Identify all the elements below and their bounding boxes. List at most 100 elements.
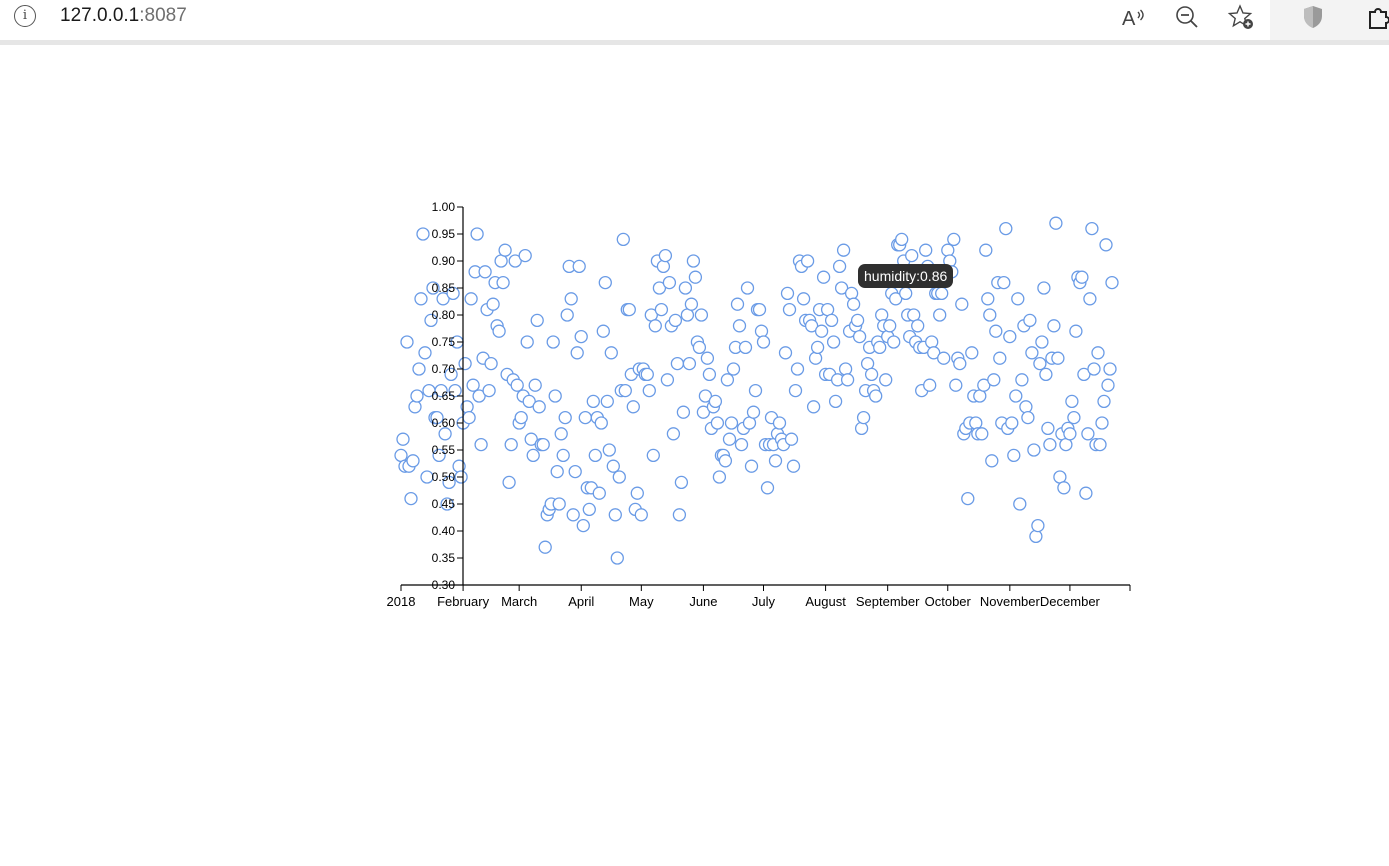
data-point[interactable] (1099, 238, 1113, 252)
data-point[interactable] (983, 308, 997, 322)
data-point[interactable] (1077, 367, 1091, 382)
data-point[interactable] (400, 335, 414, 349)
data-point[interactable] (788, 383, 803, 398)
data-point[interactable] (1005, 416, 1019, 430)
zoom-out-icon[interactable] (1173, 3, 1201, 31)
data-point[interactable] (666, 427, 681, 441)
data-point[interactable] (1103, 362, 1117, 376)
data-point[interactable] (975, 427, 989, 441)
data-point[interactable] (602, 443, 616, 457)
data-point[interactable] (923, 378, 937, 392)
data-point[interactable] (674, 475, 689, 490)
data-point[interactable] (622, 302, 636, 317)
data-point[interactable] (610, 551, 624, 565)
data-point[interactable] (1039, 367, 1053, 382)
data-point[interactable] (1011, 292, 1025, 306)
data-point[interactable] (899, 286, 913, 301)
data-point[interactable] (981, 292, 995, 306)
data-point[interactable] (582, 502, 596, 517)
data-point[interactable] (406, 454, 420, 468)
data-point[interactable] (840, 373, 855, 387)
data-point[interactable] (574, 329, 588, 344)
data-point[interactable] (826, 335, 841, 349)
data-point[interactable] (692, 340, 707, 355)
data-point[interactable] (426, 281, 440, 295)
data-point[interactable] (430, 410, 444, 425)
data-point[interactable] (838, 362, 853, 376)
data-point[interactable] (979, 243, 993, 257)
data-point[interactable] (1085, 221, 1099, 236)
data-point[interactable] (684, 297, 699, 311)
data-point[interactable] (498, 243, 512, 257)
data-point[interactable] (1007, 448, 1021, 463)
data-point[interactable] (834, 281, 849, 295)
data-point[interactable] (416, 227, 430, 241)
data-point[interactable] (969, 416, 983, 430)
data-point[interactable] (746, 405, 761, 419)
data-point[interactable] (688, 270, 703, 284)
data-point[interactable] (446, 286, 460, 301)
data-point[interactable] (630, 486, 644, 500)
data-point[interactable] (568, 464, 582, 479)
data-point[interactable] (592, 486, 606, 500)
data-point[interactable] (420, 470, 434, 484)
data-point[interactable] (850, 313, 865, 328)
data-point[interactable] (640, 367, 654, 382)
data-point[interactable] (648, 319, 662, 333)
data-point[interactable] (1029, 529, 1043, 544)
data-point[interactable] (658, 248, 673, 263)
data-point[interactable] (434, 383, 448, 398)
data-point[interactable] (634, 508, 648, 522)
data-point[interactable] (740, 281, 755, 295)
data-point[interactable] (889, 292, 903, 306)
data-point[interactable] (522, 394, 536, 409)
data-point[interactable] (686, 254, 701, 268)
data-point[interactable] (1049, 216, 1063, 230)
data-point[interactable] (576, 518, 590, 533)
data-point[interactable] (1003, 329, 1017, 344)
data-point[interactable] (961, 491, 975, 506)
data-point[interactable] (478, 265, 492, 279)
data-point[interactable] (1009, 389, 1023, 403)
data-point[interactable] (566, 508, 580, 522)
data-point[interactable] (879, 373, 893, 387)
data-point[interactable] (444, 367, 458, 382)
data-point[interactable] (560, 308, 574, 322)
data-point[interactable] (604, 346, 618, 360)
data-point[interactable] (734, 437, 749, 452)
data-point[interactable] (694, 308, 709, 322)
data-point[interactable] (712, 470, 727, 484)
data-point[interactable] (953, 356, 967, 371)
data-point[interactable] (782, 302, 797, 317)
data-point[interactable] (440, 497, 454, 511)
data-point[interactable] (1065, 394, 1079, 409)
data-point[interactable] (676, 405, 691, 419)
data-point[interactable] (800, 254, 815, 268)
data-point[interactable] (933, 308, 947, 322)
data-point[interactable] (470, 227, 484, 241)
data-point[interactable] (410, 389, 424, 403)
data-point[interactable] (760, 481, 775, 495)
data-point[interactable] (474, 437, 488, 452)
data-point[interactable] (796, 292, 811, 306)
data-point[interactable] (752, 302, 767, 317)
data-point[interactable] (927, 346, 941, 360)
data-point[interactable] (718, 454, 733, 468)
data-point[interactable] (594, 416, 608, 430)
data-point[interactable] (1031, 518, 1045, 533)
data-point[interactable] (883, 319, 897, 333)
data-point[interactable] (656, 259, 671, 274)
data-point[interactable] (530, 313, 544, 328)
data-point[interactable] (786, 459, 801, 473)
data-point[interactable] (492, 324, 506, 338)
data-point[interactable] (578, 410, 592, 425)
data-point[interactable] (997, 275, 1011, 290)
data-point[interactable] (744, 459, 759, 473)
data-point[interactable] (1013, 497, 1027, 511)
data-point[interactable] (887, 335, 901, 349)
data-point[interactable] (810, 340, 825, 355)
data-point[interactable] (1069, 324, 1083, 338)
data-point[interactable] (977, 378, 991, 392)
data-point[interactable] (724, 416, 739, 430)
data-point[interactable] (548, 389, 562, 403)
